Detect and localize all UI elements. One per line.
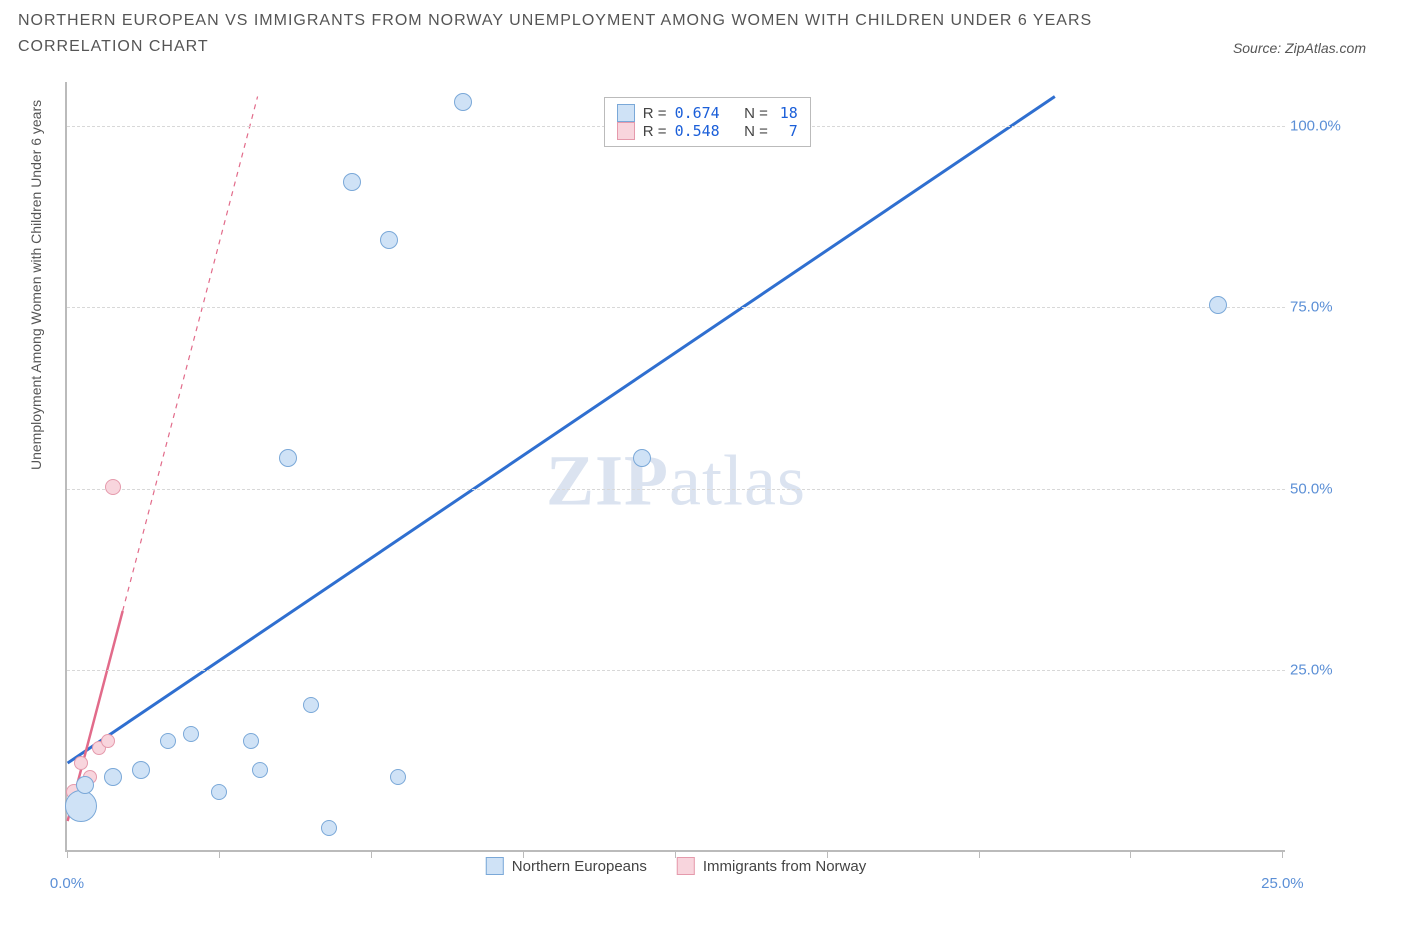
blue-data-point xyxy=(321,820,337,836)
blue-data-point xyxy=(76,776,94,794)
blue-data-point xyxy=(243,733,259,749)
blue-data-point xyxy=(252,762,268,778)
pink-legend-swatch xyxy=(677,857,695,875)
blue-data-point xyxy=(343,173,361,191)
chart-title-line2: CORRELATION CHART xyxy=(18,34,1092,60)
pink-data-point xyxy=(74,756,88,770)
n-label: N = xyxy=(744,123,768,140)
correlation-legend: R = 0.674 N = 18 R = 0.548 N = 7 xyxy=(604,97,811,147)
chart-title-line1: NORTHERN EUROPEAN VS IMMIGRANTS FROM NOR… xyxy=(18,8,1092,34)
pink-data-point xyxy=(105,479,121,495)
blue-legend-label: Northern Europeans xyxy=(512,858,647,875)
blue-data-point xyxy=(380,231,398,249)
x-tick xyxy=(371,850,372,858)
blue-swatch xyxy=(617,104,635,122)
blue-data-point xyxy=(633,449,651,467)
pink-legend-label: Immigrants from Norway xyxy=(703,858,866,875)
chart-plot-area: ZIPatlas 25.0%50.0%75.0%100.0%0.0%25.0%R… xyxy=(65,82,1285,852)
blue-r-value: 0.674 xyxy=(675,104,720,122)
x-tick xyxy=(1282,850,1283,858)
y-tick-label: 50.0% xyxy=(1290,480,1360,497)
pink-swatch xyxy=(617,122,635,140)
blue-data-point xyxy=(65,790,97,822)
x-tick xyxy=(979,850,980,858)
blue-data-point xyxy=(211,784,227,800)
blue-n-value: 18 xyxy=(776,104,798,122)
blue-legend-swatch xyxy=(486,857,504,875)
r-label: R = xyxy=(643,105,667,122)
pink-data-point xyxy=(101,734,115,748)
source-attribution: Source: ZipAtlas.com xyxy=(1233,40,1366,56)
y-axis-label: Unemployment Among Women with Children U… xyxy=(28,100,44,470)
x-tick xyxy=(67,850,68,858)
pink-r-value: 0.548 xyxy=(675,122,720,140)
blue-data-point xyxy=(279,449,297,467)
n-label: N = xyxy=(744,105,768,122)
gridline-horizontal xyxy=(67,307,1285,308)
blue-data-point xyxy=(303,697,319,713)
blue-data-point xyxy=(454,93,472,111)
series-legend: Northern Europeans Immigrants from Norway xyxy=(486,857,866,875)
y-tick-label: 75.0% xyxy=(1290,299,1360,316)
blue-data-point xyxy=(1209,296,1227,314)
blue-data-point xyxy=(132,761,150,779)
pink-n-value: 7 xyxy=(776,122,798,140)
x-tick-label: 0.0% xyxy=(50,875,84,892)
r-label: R = xyxy=(643,123,667,140)
x-tick-label: 25.0% xyxy=(1261,875,1304,892)
x-tick xyxy=(219,850,220,858)
y-tick-label: 25.0% xyxy=(1290,662,1360,679)
gridline-horizontal xyxy=(67,489,1285,490)
x-tick xyxy=(1130,850,1131,858)
blue-data-point xyxy=(104,768,122,786)
gridline-horizontal xyxy=(67,670,1285,671)
y-tick-label: 100.0% xyxy=(1290,117,1360,134)
blue-data-point xyxy=(183,726,199,742)
blue-data-point xyxy=(160,733,176,749)
blue-data-point xyxy=(390,769,406,785)
